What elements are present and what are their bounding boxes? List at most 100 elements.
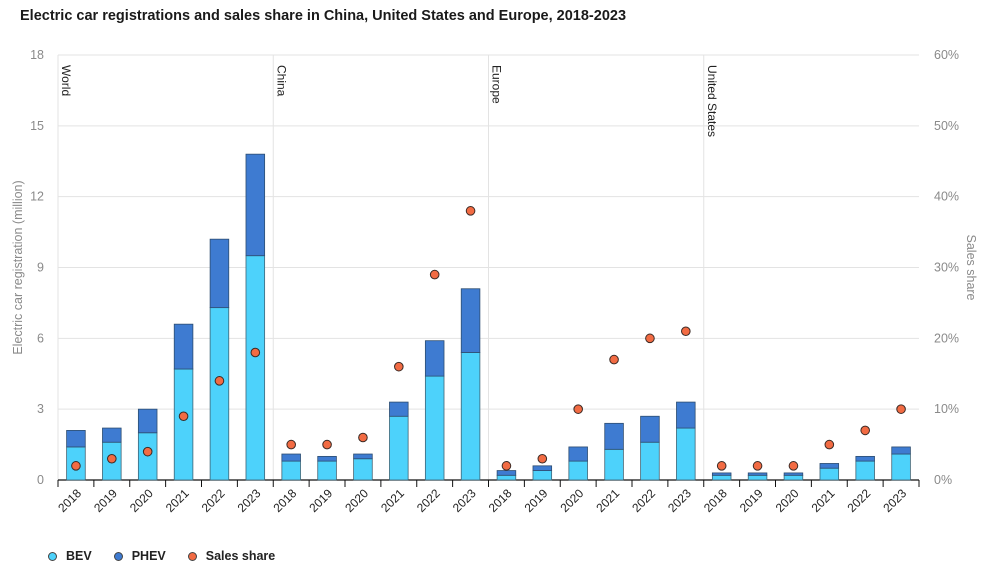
x-tick-label: 2023 — [450, 486, 479, 515]
bar-phev — [389, 401, 409, 417]
bar-phev — [819, 463, 840, 469]
x-tick-label: 2021 — [163, 486, 192, 515]
x-tick-label: 2019 — [91, 486, 120, 515]
x-tick-label: 2023 — [880, 486, 909, 515]
x-tick-label: 2023 — [235, 486, 264, 515]
x-tick-label: 2018 — [486, 486, 515, 515]
bar-phev — [317, 455, 337, 462]
bar-phev — [496, 470, 517, 476]
x-tick-label: 2020 — [773, 486, 802, 515]
legend-swatch-phev — [113, 551, 123, 561]
x-tick-label: 2019 — [737, 486, 766, 515]
sales-share-point — [501, 461, 512, 471]
bar-phev — [245, 153, 266, 257]
legend-label-phev: PHEV — [131, 549, 166, 563]
x-tick-label: 2020 — [558, 486, 587, 515]
legend-item-bev[interactable]: BEV — [48, 549, 92, 563]
bar-phev — [460, 288, 481, 353]
y-axis-title: Electric car registration (million) — [11, 180, 25, 354]
bar-bev — [353, 458, 373, 481]
bar-bev — [209, 307, 230, 481]
bar-bev — [532, 470, 553, 481]
sales-share-point — [250, 347, 261, 358]
bar-phev — [173, 323, 194, 370]
x-tick-label: 2023 — [665, 486, 694, 515]
bar-phev — [209, 238, 230, 309]
x-tick-label: 2018 — [701, 486, 730, 515]
bar-bev — [891, 453, 911, 481]
region-label: World — [59, 65, 73, 96]
legend-item-sales-share[interactable]: Sales share — [187, 549, 276, 563]
x-tick-label: 2020 — [342, 486, 371, 515]
y-tick-label: 0 — [37, 473, 44, 487]
x-tick-label: 2022 — [845, 486, 874, 515]
bar-phev — [424, 340, 445, 377]
bar-phev — [353, 453, 373, 460]
chart-title: Electric car registrations and sales sha… — [20, 8, 627, 24]
bar-phev — [604, 422, 624, 450]
bar-phev — [640, 415, 660, 443]
sales-share-point — [107, 453, 117, 464]
region-label: United States — [705, 65, 719, 137]
sales-share-point — [465, 206, 476, 216]
bar-phev — [676, 401, 696, 429]
x-tick-label: 2021 — [809, 486, 838, 515]
bar-bev — [173, 368, 194, 481]
sales-share-point — [896, 404, 906, 414]
x-tick-label: 2018 — [271, 486, 300, 515]
sales-share-point — [178, 411, 189, 422]
x-tick-label: 2021 — [378, 486, 407, 515]
bar-bev — [747, 474, 768, 481]
y-tick-label: 3 — [37, 402, 44, 416]
bar-phev — [891, 446, 911, 455]
sales-share-point — [322, 439, 332, 450]
bar-phev — [783, 472, 804, 476]
bar-bev — [460, 352, 481, 481]
y2-tick-label: 50% — [934, 119, 959, 133]
sales-share-point — [429, 269, 440, 280]
x-tick-label: 2021 — [593, 486, 622, 515]
y-tick-label: 9 — [37, 261, 44, 275]
bar-bev — [855, 460, 875, 481]
sales-share-point — [214, 376, 225, 386]
bar-bev — [317, 460, 337, 481]
bar-phev — [137, 408, 158, 434]
sales-share-point — [358, 432, 368, 443]
bar-bev — [783, 474, 804, 481]
bar-bev — [819, 467, 840, 481]
bar-phev — [102, 427, 122, 443]
y2-axis-title: Sales share — [964, 234, 978, 300]
bar-bev — [245, 255, 266, 481]
x-tick-label: 2019 — [522, 486, 551, 515]
y2-tick-label: 20% — [934, 331, 959, 345]
bar-bev — [281, 460, 301, 481]
bar-phev — [855, 455, 875, 462]
legend-item-phev[interactable]: PHEV — [113, 549, 166, 563]
y2-tick-label: 10% — [934, 402, 959, 416]
sales-share-point — [788, 461, 799, 471]
sales-share-point — [609, 354, 619, 365]
legend-label-bev: BEV — [66, 549, 92, 563]
region-label: Europe — [490, 65, 504, 104]
sales-share-point — [681, 326, 691, 337]
sales-share-point — [573, 404, 583, 414]
sales-share-point — [860, 425, 870, 436]
bar-bev — [496, 474, 517, 481]
region-label: China — [274, 65, 288, 97]
x-tick-label: 2019 — [306, 486, 335, 515]
x-tick-label: 2022 — [199, 486, 228, 515]
bar-bev — [604, 448, 624, 481]
legend-swatch-bev — [48, 551, 57, 561]
x-tick-label: 2018 — [55, 486, 84, 515]
sales-share-point — [645, 333, 655, 344]
y2-tick-label: 60% — [934, 48, 959, 62]
legend-label-sales-share: Sales share — [205, 549, 276, 563]
bar-bev — [424, 375, 445, 481]
y2-tick-label: 30% — [934, 261, 959, 275]
y-tick-label: 12 — [30, 190, 44, 204]
legend-swatch-sales-share — [187, 551, 197, 561]
sales-share-point — [71, 461, 81, 471]
bar-phev — [568, 446, 588, 462]
x-tick-label: 2022 — [414, 486, 443, 515]
